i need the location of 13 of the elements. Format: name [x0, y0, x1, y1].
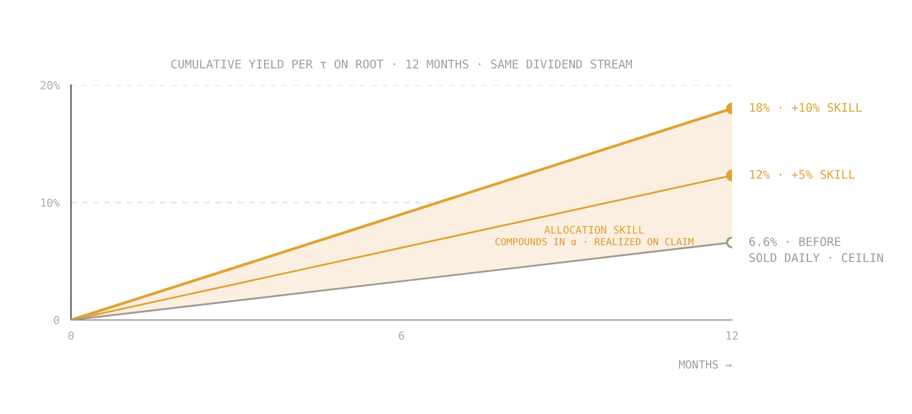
series-label: 18% · +10% SKILL	[750, 103, 862, 112]
y-tick-label: 20%	[40, 81, 60, 90]
x-tick-label: 0	[68, 331, 74, 340]
series-label: 6.6% · BEFORE SOLD DAILY · CEILIN	[749, 237, 883, 262]
annotation: COMPOUNDS IN α · REALIZED ON CLAIM	[495, 238, 694, 246]
x-tick-label: 6	[398, 331, 404, 340]
y-tick-label: 0	[54, 316, 60, 324]
x-axis-title: MONTHS →	[678, 360, 732, 369]
series-label: 12% · +5% SKILL	[750, 170, 855, 179]
y-tick-label: 10%	[41, 198, 60, 207]
x-tick-label: 12	[726, 331, 738, 340]
annotation: ALLOCATION SKILL	[544, 226, 644, 234]
chart-title: CUMULATIVE YIELD PER τ ON ROOT · 12 MONTHS · SAME DIVIDEND STREAM	[171, 60, 632, 68]
